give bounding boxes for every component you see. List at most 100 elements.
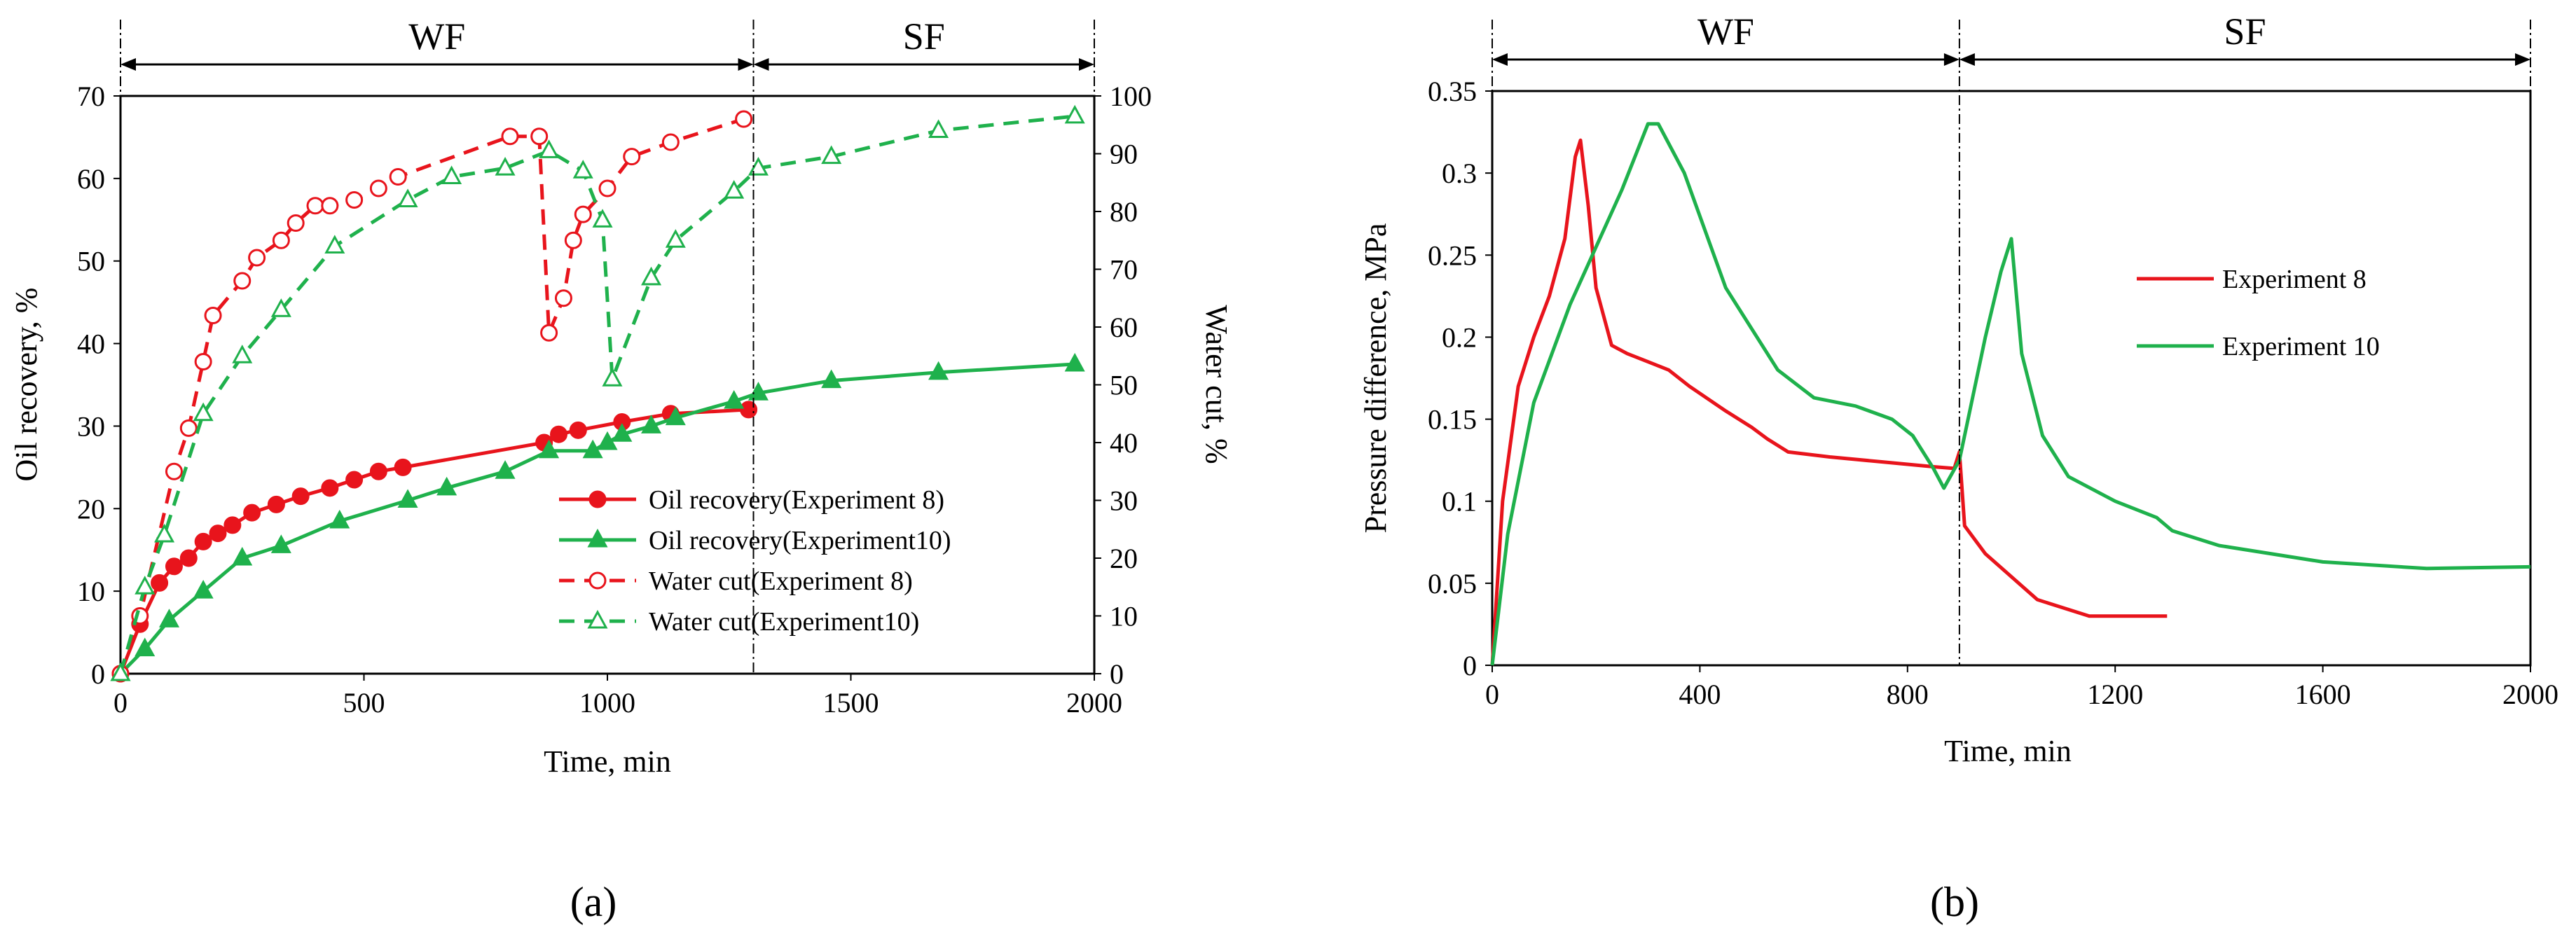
a-series-2-point <box>582 439 603 459</box>
b-y-tick-label: 0 <box>1463 650 1477 681</box>
a-series-1-point <box>291 487 310 506</box>
a-series-2-point <box>135 637 156 657</box>
a-y2-tick-label: 90 <box>1110 139 1138 170</box>
a-series-4-point <box>154 523 175 543</box>
a-series-2-point <box>495 460 516 479</box>
b-phase-1-arrow-left <box>1492 53 1508 66</box>
a-series-2-point <box>270 534 291 553</box>
b-phase-label: WF <box>1697 11 1754 53</box>
a-series-3-point <box>530 127 549 146</box>
a-series-4-point <box>724 179 745 199</box>
a-series-4-point <box>397 188 418 207</box>
legend-a-marker-2 <box>587 528 608 548</box>
a-series-3-point <box>540 324 558 342</box>
a-series-3-point <box>735 110 753 128</box>
a-series-1-point <box>165 557 183 576</box>
a-series-3-point <box>306 197 324 215</box>
a-phase-label: SF <box>903 15 945 57</box>
a-series-1-point <box>550 425 567 443</box>
a-series-3-point <box>369 179 387 197</box>
a-series-4-point <box>539 139 560 158</box>
b-x-tick-label: 800 <box>1887 679 1929 710</box>
a-series-4-point <box>665 229 686 248</box>
a-phase-1-arrow-right <box>738 58 754 71</box>
a-y2-tick-label: 30 <box>1110 485 1138 517</box>
a-series-2-point <box>397 489 418 508</box>
legend-a-label-1: Oil recovery(Experiment 8) <box>649 485 944 515</box>
a-series-4-point <box>572 160 593 179</box>
b-x-tick-label: 0 <box>1485 679 1499 710</box>
a-series-line-4 <box>118 114 1075 674</box>
a-series-2-point <box>436 476 457 496</box>
a-series-2-point <box>748 382 769 401</box>
b-series-line-2 <box>1490 122 2531 666</box>
chart-panel-b: 0 400 800 1200 1600 2000 0 0.05 0.1 0.15 0.2 0.25 0.… <box>1358 11 2558 925</box>
legend-b-label-1: Experiment 8 <box>2222 265 2367 294</box>
a-series-1-point <box>369 462 387 480</box>
a-y-tick-label: 70 <box>77 81 105 112</box>
a-series-2-point <box>232 546 253 566</box>
legend-a-label-4: Water cut(Experiment10) <box>649 607 919 637</box>
a-series-2-point <box>665 406 686 426</box>
y2-axis-title-a: Water cut, % <box>1199 305 1234 464</box>
a-y2-tick-label: 0 <box>1110 658 1124 690</box>
plot-area-b <box>1491 90 2532 667</box>
a-series-1-point <box>345 471 364 489</box>
a-series-1-point <box>267 495 285 513</box>
a-y-tick-label: 50 <box>77 246 105 277</box>
a-y2-tick-label: 100 <box>1110 81 1152 112</box>
b-y-tick-label: 0.25 <box>1428 240 1477 271</box>
a-series-4-point <box>270 298 291 317</box>
legend-b: Experiment 8 Experiment 10 <box>2137 265 2380 361</box>
legend-a-label-2: Oil recovery(Experiment10) <box>649 526 951 555</box>
a-y-tick-label: 60 <box>77 163 105 195</box>
a-series-2-point <box>193 580 214 599</box>
a-y2-tick-label: 80 <box>1110 196 1138 228</box>
b-y-tick-label: 0.05 <box>1428 568 1477 599</box>
a-series-3-point <box>204 307 222 324</box>
a-series-2-point <box>641 415 662 433</box>
a-y-tick-label: 40 <box>77 328 105 360</box>
a-series-3-point <box>389 168 407 186</box>
a-y-tick-label: 10 <box>77 576 105 607</box>
a-y-tick-label: 0 <box>91 658 105 690</box>
a-series-2-point <box>724 389 745 409</box>
legend-a: Oil recovery(Experiment 8) Oil recovery(E… <box>559 485 951 637</box>
a-series-1-point <box>394 458 412 476</box>
a-series-1-point <box>569 421 587 439</box>
b-phase-1-arrow-right <box>1943 53 1959 66</box>
a-series-4-point <box>135 576 156 595</box>
a-series-3-point <box>165 462 183 480</box>
a-series-1-point <box>151 574 169 592</box>
a-y-tick-label: 20 <box>77 493 105 525</box>
a-series-2-point <box>597 431 618 450</box>
a-series-4-point <box>1064 104 1085 124</box>
a-series-4-point <box>110 662 131 681</box>
a-series-4-point <box>928 119 949 138</box>
a-series-2-point <box>539 439 560 459</box>
a-series-1-point <box>740 401 758 419</box>
b-phase-2-arrow-left <box>1959 53 1975 66</box>
a-series-2-point <box>928 361 949 380</box>
a-series-3-point <box>564 231 582 249</box>
x-axis-title-b: Time, min <box>1944 734 2072 768</box>
a-series-3-point <box>574 205 592 223</box>
a-phase-1-arrow-left <box>120 58 136 71</box>
a-series-2-point <box>1064 352 1085 372</box>
a-series-1-point <box>223 516 242 534</box>
a-series-4-point <box>193 402 214 422</box>
a-series-3-point <box>554 289 572 307</box>
b-y-tick-label: 0.1 <box>1442 486 1477 518</box>
legend-b-label-2: Experiment 10 <box>2222 332 2380 361</box>
a-series-1-point <box>321 479 339 497</box>
a-series-3-point <box>248 249 266 267</box>
b-y-tick-label: 0.3 <box>1442 158 1477 189</box>
a-x-tick-label: 2000 <box>1066 687 1122 719</box>
y-axis-title-b: Pressure difference, MPa <box>1358 223 1393 534</box>
panel-label-b: (b) <box>1930 879 1979 925</box>
a-series-4-point <box>592 209 613 228</box>
a-series-4-point <box>232 345 253 363</box>
b-y-tick-label: 0.35 <box>1428 76 1477 107</box>
a-x-tick-label: 1500 <box>823 687 879 719</box>
